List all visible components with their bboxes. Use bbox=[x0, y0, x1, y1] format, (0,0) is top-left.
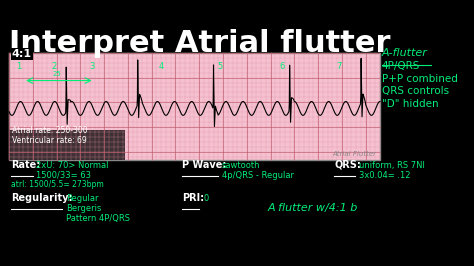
Text: 7: 7 bbox=[337, 62, 342, 71]
Text: 25: 25 bbox=[52, 70, 61, 77]
Text: 4:1: 4:1 bbox=[12, 49, 32, 59]
Text: QRS controls: QRS controls bbox=[382, 86, 449, 96]
Text: atrl: 1500/5.5= 273bpm: atrl: 1500/5.5= 273bpm bbox=[11, 180, 104, 189]
Text: Atrial rate: 250-300: Atrial rate: 250-300 bbox=[12, 126, 88, 135]
Text: 1: 1 bbox=[16, 62, 21, 71]
Text: Rate:: Rate: bbox=[11, 160, 40, 170]
Text: 3x0.04= .12: 3x0.04= .12 bbox=[359, 171, 410, 180]
Text: P+P combined: P+P combined bbox=[382, 73, 458, 84]
Text: 3: 3 bbox=[89, 62, 94, 71]
Text: 5: 5 bbox=[218, 62, 223, 71]
Text: "D" hidden: "D" hidden bbox=[382, 99, 438, 109]
Text: 6: 6 bbox=[279, 62, 285, 71]
Text: 1500/33= 63: 1500/33= 63 bbox=[36, 171, 91, 180]
Text: Pattern 4P/QRS: Pattern 4P/QRS bbox=[66, 214, 130, 223]
Text: Ventricular rate: 69: Ventricular rate: 69 bbox=[12, 136, 87, 145]
Text: Atrial Flutter: Atrial Flutter bbox=[332, 151, 376, 157]
Text: PRI:: PRI: bbox=[182, 193, 204, 203]
Text: 4: 4 bbox=[159, 62, 164, 71]
Text: uniform, RS 7Nl: uniform, RS 7Nl bbox=[359, 161, 425, 170]
Text: Regularity:: Regularity: bbox=[11, 193, 73, 203]
Text: 4p/QRS - Regular: 4p/QRS - Regular bbox=[222, 171, 294, 180]
Bar bbox=[9, 53, 380, 160]
Text: 4P/QRS: 4P/QRS bbox=[382, 61, 420, 71]
Text: 2: 2 bbox=[51, 62, 56, 71]
Text: QRS:: QRS: bbox=[334, 160, 361, 170]
Text: 0: 0 bbox=[203, 194, 208, 203]
Text: sawtooth: sawtooth bbox=[222, 161, 261, 170]
Text: A flutter w/4:1 b: A flutter w/4:1 b bbox=[268, 203, 358, 213]
Text: 2xU: 70> Normal: 2xU: 70> Normal bbox=[36, 161, 108, 170]
Text: A-flutter: A-flutter bbox=[382, 48, 428, 58]
Bar bbox=[9, 130, 125, 160]
Text: Bergeris: Bergeris bbox=[66, 204, 101, 213]
Text: Regular: Regular bbox=[66, 194, 99, 203]
Text: Interpret Atrial flutter: Interpret Atrial flutter bbox=[9, 29, 391, 58]
Text: P Wave:: P Wave: bbox=[182, 160, 227, 170]
